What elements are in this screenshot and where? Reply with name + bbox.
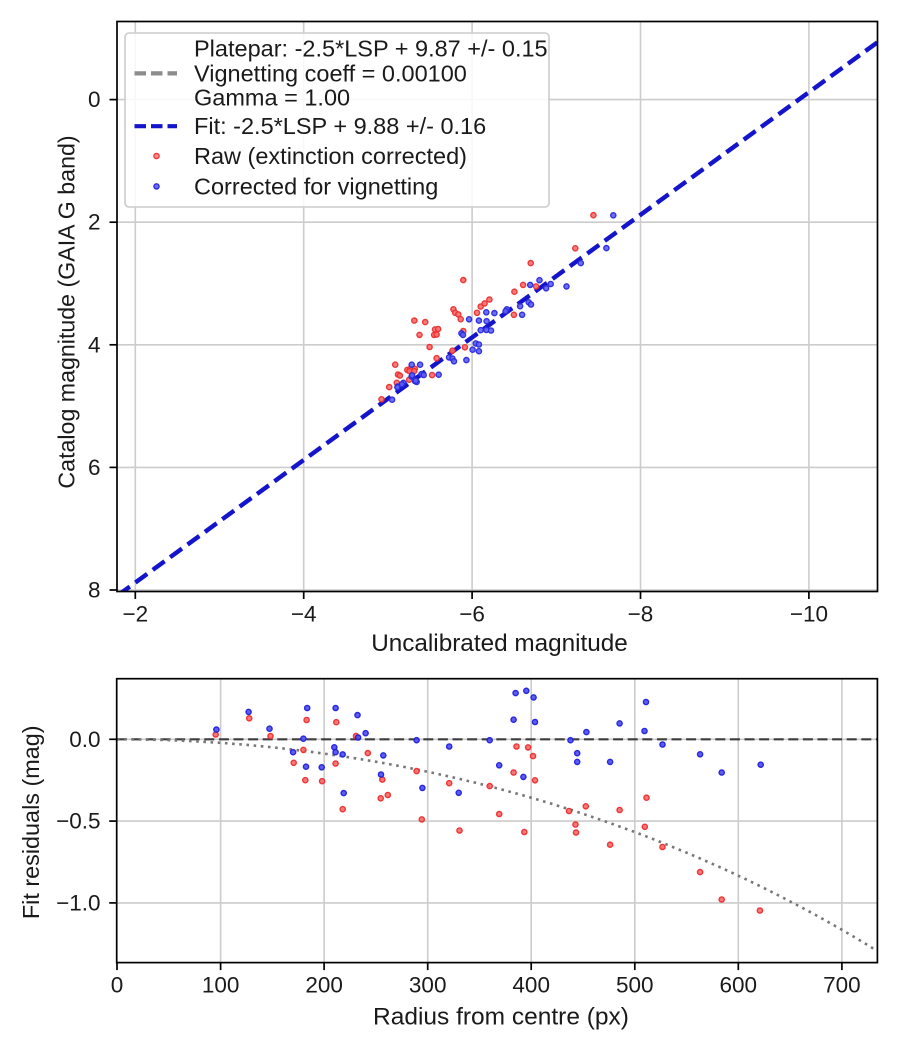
svg-text:Raw (extinction corrected): Raw (extinction corrected) xyxy=(194,143,467,169)
svg-text:−0.5: −0.5 xyxy=(56,809,100,834)
svg-text:Gamma = 1.00: Gamma = 1.00 xyxy=(194,84,350,110)
svg-text:8: 8 xyxy=(88,578,101,603)
svg-text:0: 0 xyxy=(111,973,124,998)
svg-text:0.0: 0.0 xyxy=(69,727,100,752)
svg-text:−1.0: −1.0 xyxy=(56,890,100,915)
svg-text:200: 200 xyxy=(305,973,343,998)
svg-text:Platepar: -2.5*LSP + 9.87 +/-: Platepar: -2.5*LSP + 9.87 +/- 0.15 xyxy=(194,36,548,62)
svg-text:6: 6 xyxy=(88,455,101,480)
svg-text:600: 600 xyxy=(720,973,758,998)
svg-text:−4: −4 xyxy=(291,602,317,627)
svg-text:400: 400 xyxy=(512,973,550,998)
svg-text:−2: −2 xyxy=(122,602,148,627)
svg-text:Fit residuals (mag): Fit residuals (mag) xyxy=(18,725,44,919)
svg-text:100: 100 xyxy=(202,973,240,998)
svg-text:2: 2 xyxy=(88,210,101,235)
svg-text:Catalog magnitude (GAIA G band: Catalog magnitude (GAIA G band) xyxy=(54,135,80,488)
svg-text:Vignetting coeff = 0.00100: Vignetting coeff = 0.00100 xyxy=(194,60,467,86)
svg-text:500: 500 xyxy=(616,973,654,998)
svg-text:−6: −6 xyxy=(459,602,485,627)
svg-text:Radius from centre (px): Radius from centre (px) xyxy=(373,1004,629,1031)
svg-text:Corrected for vignetting: Corrected for vignetting xyxy=(194,173,438,199)
svg-text:−10: −10 xyxy=(790,602,828,627)
svg-text:300: 300 xyxy=(409,973,447,998)
svg-text:700: 700 xyxy=(823,973,861,998)
svg-text:−8: −8 xyxy=(628,602,654,627)
svg-text:4: 4 xyxy=(88,332,101,357)
svg-text:0: 0 xyxy=(88,87,101,112)
svg-text:Fit: -2.5*LSP + 9.88 +/- 0.16: Fit: -2.5*LSP + 9.88 +/- 0.16 xyxy=(194,113,486,139)
svg-text:Uncalibrated magnitude: Uncalibrated magnitude xyxy=(371,630,628,657)
